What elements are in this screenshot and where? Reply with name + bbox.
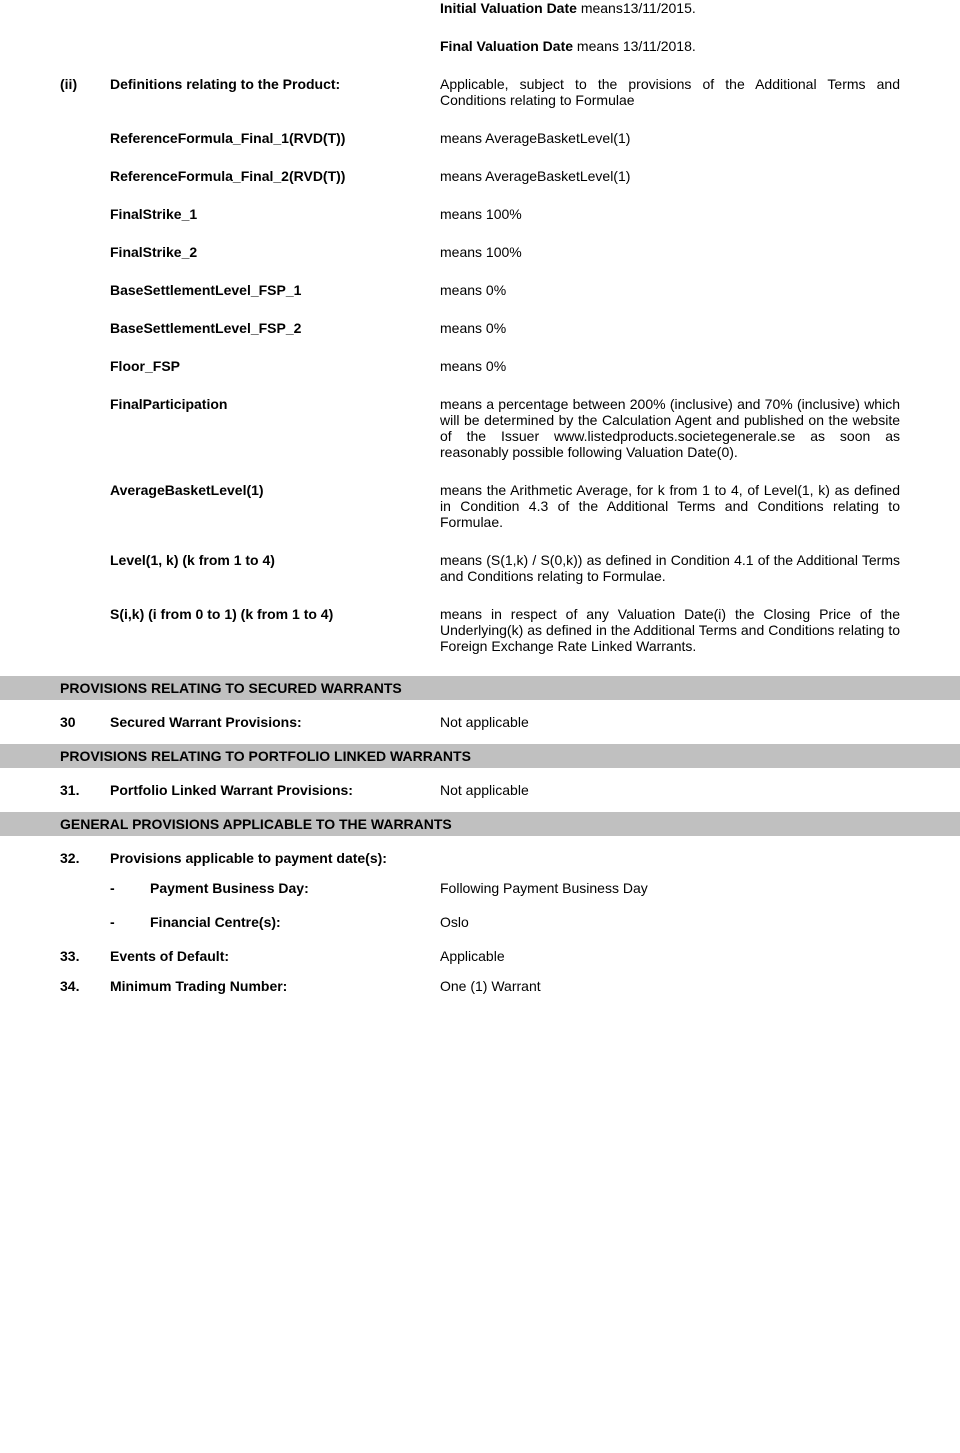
initial-valuation-row: Initial Valuation Date means13/11/2015. — [60, 0, 900, 16]
item-label: Events of Default: — [110, 948, 440, 964]
initial-valuation-value: means13/11/2015. — [581, 0, 696, 16]
definition-row: Level(1, k) (k from 1 to 4) means (S(1,k… — [60, 552, 900, 584]
sub-item-label: Financial Centre(s): — [150, 914, 440, 930]
section-header-secured: PROVISIONS RELATING TO SECURED WARRANTS — [0, 676, 960, 700]
definition-row: BaseSettlementLevel_FSP_2 means 0% — [60, 320, 900, 336]
item-34-row: 34. Minimum Trading Number: One (1) Warr… — [60, 978, 900, 994]
definition-value: Applicable, subject to the provisions of… — [440, 76, 900, 108]
item-number: 30 — [60, 714, 110, 730]
definition-value: means (S(1,k) / S(0,k)) as defined in Co… — [440, 552, 900, 584]
sub-item-label: Payment Business Day: — [150, 880, 440, 896]
definition-row: FinalStrike_2 means 100% — [60, 244, 900, 260]
final-valuation-row: Final Valuation Date means 13/11/2018. — [60, 38, 900, 54]
definition-label: ReferenceFormula_Final_2(RVD(T)) — [110, 168, 440, 184]
definition-value: means AverageBasketLevel(1) — [440, 130, 900, 146]
definition-row: (ii) Definitions relating to the Product… — [60, 76, 900, 108]
item-value: Not applicable — [440, 714, 900, 730]
definition-value: means 0% — [440, 320, 900, 336]
dash: - — [110, 880, 150, 896]
item-label: Portfolio Linked Warrant Provisions: — [110, 782, 440, 798]
definition-label: Definitions relating to the Product: — [110, 76, 440, 92]
definition-row: FinalStrike_1 means 100% — [60, 206, 900, 222]
initial-valuation-label: Initial Valuation Date — [440, 0, 581, 16]
sub-item-value: Oslo — [440, 914, 900, 930]
definition-value: means a percentage between 200% (inclusi… — [440, 396, 900, 460]
item-value: Applicable — [440, 948, 900, 964]
definition-label: S(i,k) (i from 0 to 1) (k from 1 to 4) — [110, 606, 440, 622]
item-32-row: 32. Provisions applicable to payment dat… — [60, 850, 900, 866]
definition-value: means 0% — [440, 358, 900, 374]
item-number: 31. — [60, 782, 110, 798]
definition-label: FinalStrike_1 — [110, 206, 440, 222]
roman-numeral: (ii) — [60, 76, 110, 92]
dash: - — [110, 914, 150, 930]
item-label: Provisions applicable to payment date(s)… — [110, 850, 440, 866]
definition-label: ReferenceFormula_Final_1(RVD(T)) — [110, 130, 440, 146]
definition-row: BaseSettlementLevel_FSP_1 means 0% — [60, 282, 900, 298]
definition-label: AverageBasketLevel(1) — [110, 482, 440, 498]
section-header-general: GENERAL PROVISIONS APPLICABLE TO THE WAR… — [0, 812, 960, 836]
sub-item-row: - Financial Centre(s): Oslo — [60, 914, 900, 930]
definition-label: FinalParticipation — [110, 396, 440, 412]
final-valuation-label: Final Valuation Date — [440, 38, 577, 54]
item-30-row: 30 Secured Warrant Provisions: Not appli… — [60, 714, 900, 730]
definition-label: BaseSettlementLevel_FSP_1 — [110, 282, 440, 298]
final-valuation-value: means 13/11/2018. — [577, 38, 696, 54]
definition-value: means 100% — [440, 206, 900, 222]
item-31-row: 31. Portfolio Linked Warrant Provisions:… — [60, 782, 900, 798]
item-33-row: 33. Events of Default: Applicable — [60, 948, 900, 964]
definition-row: Floor_FSP means 0% — [60, 358, 900, 374]
definition-label: BaseSettlementLevel_FSP_2 — [110, 320, 440, 336]
item-label: Secured Warrant Provisions: — [110, 714, 440, 730]
definition-row: FinalParticipation means a percentage be… — [60, 396, 900, 460]
definition-label: Floor_FSP — [110, 358, 440, 374]
section-header-portfolio: PROVISIONS RELATING TO PORTFOLIO LINKED … — [0, 744, 960, 768]
definition-value: means in respect of any Valuation Date(i… — [440, 606, 900, 654]
sub-item-value: Following Payment Business Day — [440, 880, 900, 896]
item-number: 32. — [60, 850, 110, 866]
definition-row: ReferenceFormula_Final_2(RVD(T)) means A… — [60, 168, 900, 184]
definition-row: ReferenceFormula_Final_1(RVD(T)) means A… — [60, 130, 900, 146]
definition-value: means 100% — [440, 244, 900, 260]
definition-row: S(i,k) (i from 0 to 1) (k from 1 to 4) m… — [60, 606, 900, 654]
definition-value: means the Arithmetic Average, for k from… — [440, 482, 900, 530]
item-label: Minimum Trading Number: — [110, 978, 440, 994]
definition-row: AverageBasketLevel(1) means the Arithmet… — [60, 482, 900, 530]
item-value: One (1) Warrant — [440, 978, 900, 994]
item-value: Not applicable — [440, 782, 900, 798]
definition-value: means 0% — [440, 282, 900, 298]
item-number: 33. — [60, 948, 110, 964]
definition-label: FinalStrike_2 — [110, 244, 440, 260]
item-number: 34. — [60, 978, 110, 994]
sub-item-row: - Payment Business Day: Following Paymen… — [60, 880, 900, 896]
definition-value: means AverageBasketLevel(1) — [440, 168, 900, 184]
definition-label: Level(1, k) (k from 1 to 4) — [110, 552, 440, 568]
